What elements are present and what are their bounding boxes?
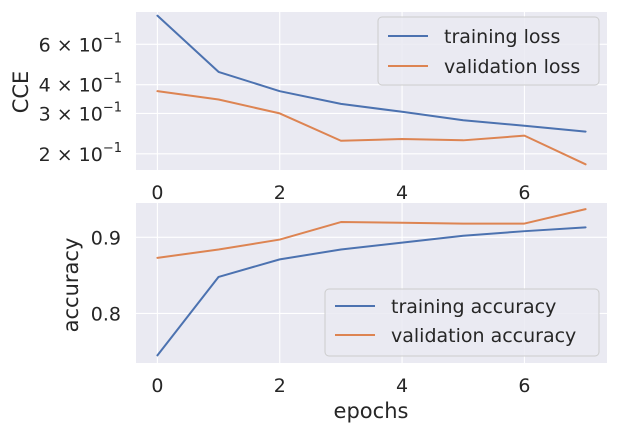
accuracy-series	[156, 208, 587, 357]
g1-series-line-validation	[156, 90, 587, 166]
accuracy-x-ticks: 0 2 4 6	[151, 375, 530, 397]
accuracy-y-axis-label: accuracy	[59, 238, 83, 333]
g1-y-tick-base: 4 × 10	[39, 75, 103, 97]
g1-x-tick-label: 4	[396, 182, 408, 204]
g1-y-tick-exponent: −1	[103, 100, 122, 115]
g2-y-tick-label: 0.8	[91, 303, 121, 325]
g1-x-tick-label: 6	[518, 182, 530, 204]
loss-legend-label-training: training loss	[444, 26, 560, 48]
loss-legend: training loss validation loss	[377, 16, 600, 86]
g1-y-tick-base: 2 × 10	[39, 144, 103, 166]
accuracy-legend-box	[324, 288, 600, 357]
g2-series-line-validation	[156, 208, 587, 259]
g1-y-tick-label: 6 × 10−1	[39, 31, 122, 56]
g1-y-tick-label: 2 × 10−1	[39, 141, 122, 166]
accuracy-chart: 0.9 0.8 0 2 4 6 accuracy epochs training acc…	[59, 203, 607, 423]
loss-y-ticks: 6 × 10−14 × 10−13 × 10−12 × 10−1	[39, 31, 122, 165]
loss-y-axis-label: CCE	[9, 71, 33, 114]
g1-x-tick-label: 2	[274, 182, 286, 204]
accuracy-legend-label-validation: validation accuracy	[391, 325, 576, 347]
g1-y-tick-exponent: −1	[103, 72, 122, 87]
g2-x-tick-label: 0	[151, 375, 163, 397]
g1-y-tick-label: 3 × 10−1	[39, 100, 122, 125]
loss-legend-box	[377, 16, 600, 86]
loss-x-ticks: 0 2 4 6	[151, 182, 530, 204]
g2-series-line-training	[156, 226, 587, 357]
g1-y-tick-base: 3 × 10	[39, 103, 103, 125]
g1-y-tick-exponent: −1	[103, 141, 122, 156]
g2-x-tick-label: 6	[518, 375, 530, 397]
g2-x-tick-label: 4	[396, 375, 408, 397]
g1-y-tick-exponent: −1	[103, 31, 122, 46]
g1-x-tick-label: 0	[151, 182, 163, 204]
g1-y-tick-label: 4 × 10−1	[39, 72, 122, 97]
accuracy-legend-label-training: training accuracy	[391, 296, 556, 318]
g2-x-tick-label: 2	[274, 375, 286, 397]
loss-legend-label-validation: validation loss	[444, 56, 580, 78]
loss-series	[156, 14, 587, 166]
g2-y-tick-label: 0.9	[91, 227, 121, 249]
accuracy-y-ticks: 0.9 0.8	[91, 227, 121, 325]
g1-series-line-training	[156, 14, 587, 133]
g1-y-tick-base: 6 × 10	[39, 34, 103, 56]
accuracy-x-axis-label: epochs	[334, 399, 409, 423]
accuracy-legend: training accuracy validation accuracy	[324, 288, 600, 357]
